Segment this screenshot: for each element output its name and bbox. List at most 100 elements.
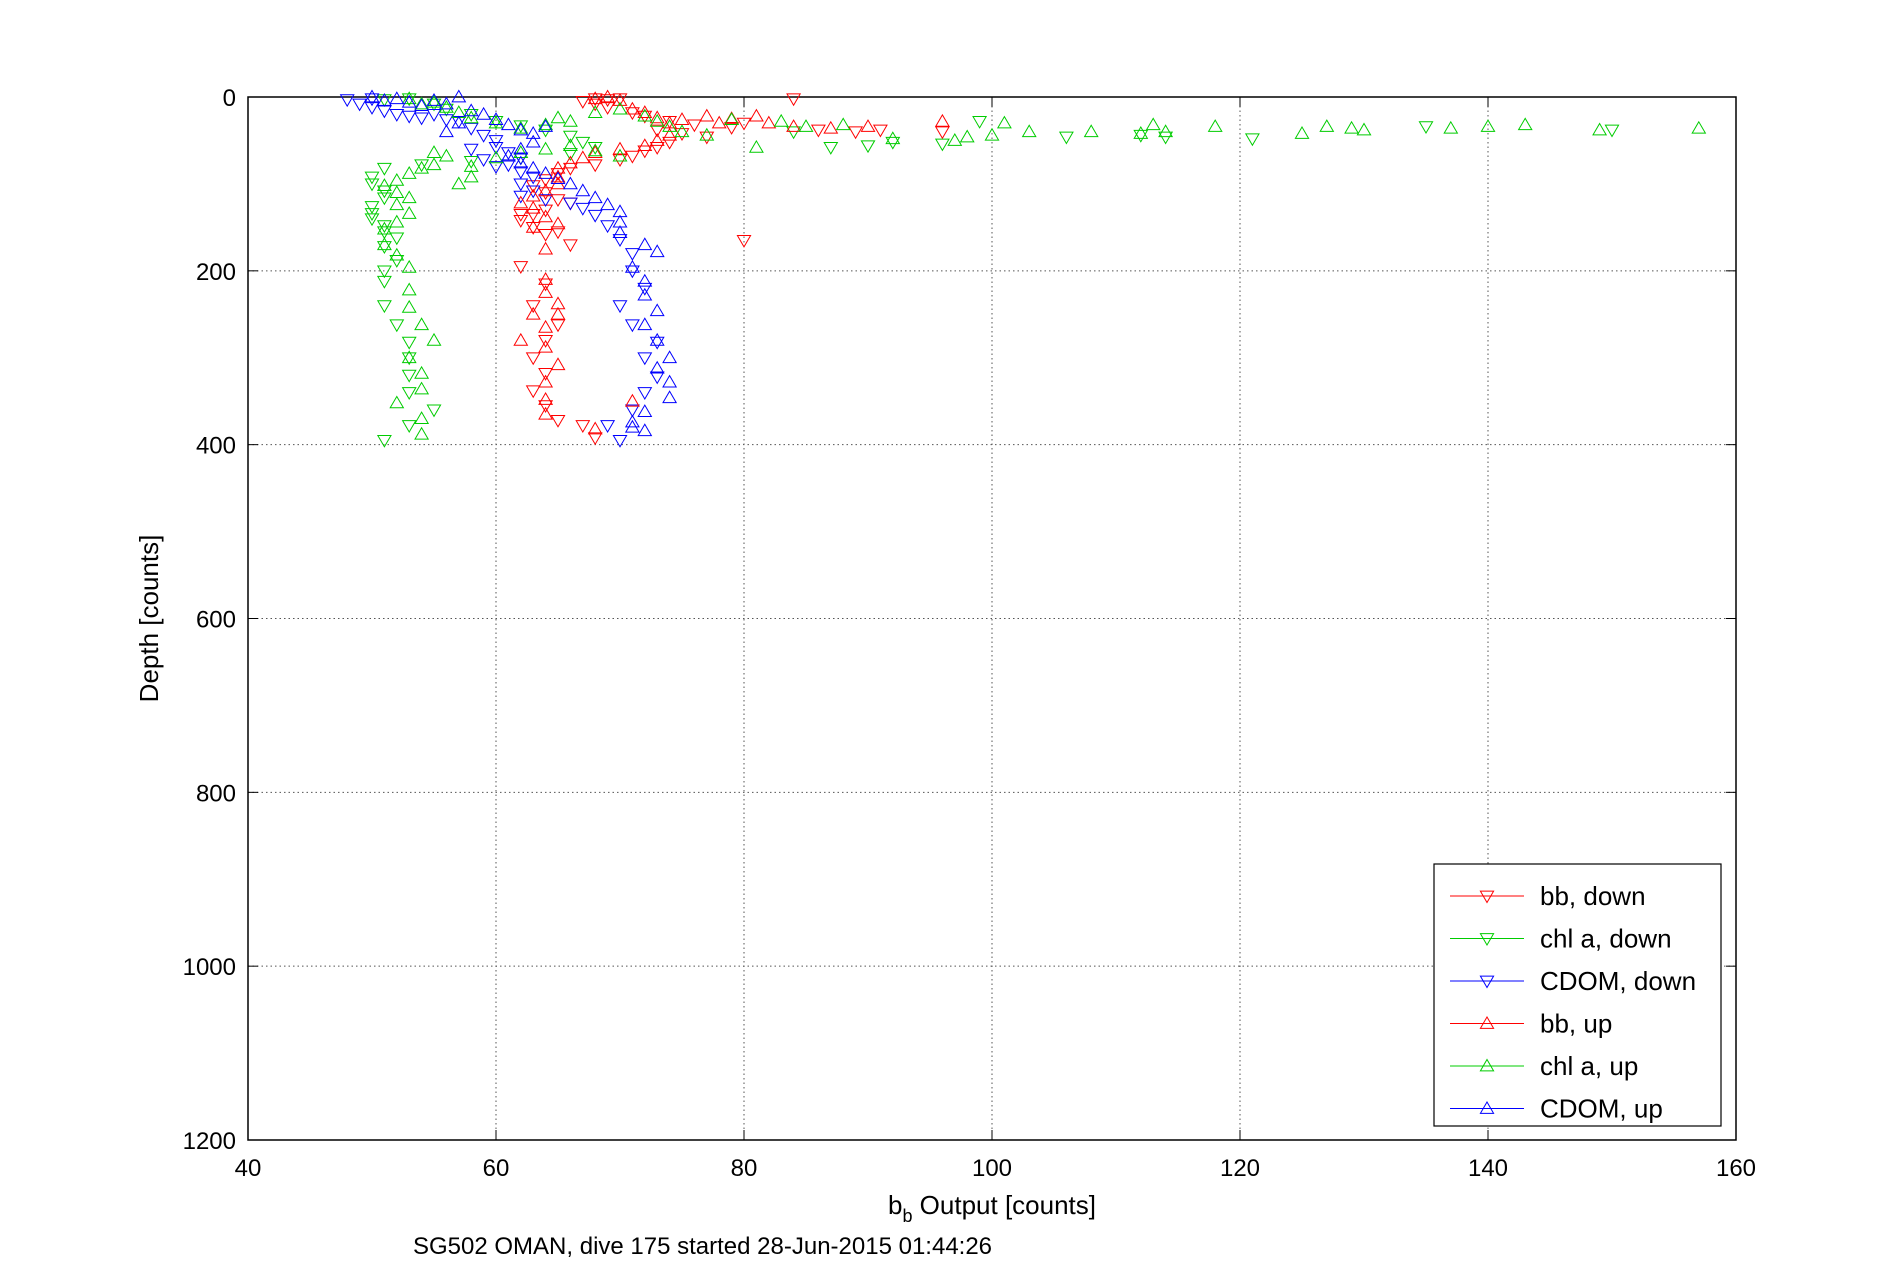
data-point — [624, 248, 640, 261]
legend-label: chl a, up — [1540, 1051, 1638, 1081]
data-point — [376, 265, 392, 279]
data-point — [389, 91, 405, 105]
data-point — [1418, 121, 1434, 135]
data-point — [389, 109, 405, 122]
x-axis-label: bb Output [counts] — [888, 1190, 1096, 1226]
data-point — [513, 195, 529, 209]
data-point — [612, 154, 628, 168]
data-point — [414, 160, 430, 174]
data-point — [401, 420, 417, 434]
data-point — [538, 374, 554, 388]
data-point — [637, 237, 653, 251]
data-point — [376, 192, 392, 206]
data-point — [401, 282, 417, 296]
data-point — [550, 169, 566, 183]
data-point — [414, 112, 430, 126]
data-point — [389, 214, 405, 228]
series-cdom-up — [364, 89, 678, 437]
data-point — [612, 93, 628, 106]
data-point — [587, 421, 603, 435]
data-point — [389, 172, 405, 186]
data-point — [513, 120, 529, 134]
data-point — [538, 119, 554, 132]
data-point — [649, 132, 665, 146]
data-point — [414, 98, 430, 112]
legend-label: CDOM, up — [1540, 1094, 1663, 1124]
data-point — [1145, 117, 1161, 131]
legend-entry: CDOM, down — [1450, 966, 1696, 996]
data-point — [773, 113, 789, 127]
data-point — [612, 141, 628, 155]
data-point — [562, 239, 578, 253]
data-point — [835, 117, 851, 131]
data-point — [786, 119, 802, 132]
data-point — [451, 115, 467, 129]
data-point — [476, 129, 492, 143]
data-point — [587, 209, 603, 223]
data-point — [550, 319, 566, 333]
data-point — [401, 259, 417, 273]
data-point — [624, 265, 640, 279]
data-point — [562, 197, 578, 211]
legend-label: chl a, down — [1540, 924, 1672, 954]
data-point — [426, 332, 442, 346]
data-point — [525, 171, 541, 185]
data-point — [401, 110, 417, 124]
data-point — [860, 140, 876, 154]
data-point — [438, 148, 454, 162]
data-point — [761, 115, 777, 129]
data-point — [500, 117, 516, 131]
data-point — [699, 131, 715, 145]
data-point — [649, 113, 665, 127]
data-point — [538, 166, 554, 179]
data-point — [525, 352, 541, 366]
data-point — [426, 98, 442, 112]
legend-marker — [1479, 1101, 1495, 1114]
data-point — [401, 93, 417, 107]
data-point — [463, 110, 479, 124]
data-point — [401, 387, 417, 400]
data-point — [414, 411, 430, 424]
data-point — [500, 148, 516, 162]
data-point — [513, 261, 529, 274]
data-point — [438, 124, 454, 138]
data-point — [538, 368, 554, 381]
data-point — [376, 93, 392, 106]
data-point — [376, 162, 392, 176]
data-point — [959, 129, 975, 143]
data-point — [376, 241, 392, 254]
data-point — [414, 159, 430, 173]
data-point — [463, 159, 479, 172]
data-point — [488, 142, 504, 155]
data-point — [562, 148, 578, 161]
data-point — [339, 94, 355, 108]
data-point — [488, 115, 504, 129]
data-point — [538, 141, 554, 155]
data-point — [699, 108, 715, 122]
data-point — [662, 115, 678, 129]
data-point — [798, 119, 814, 132]
data-point — [637, 273, 653, 287]
data-point — [637, 404, 653, 417]
y-axis-label: Depth [counts] — [134, 535, 164, 703]
data-point — [538, 335, 554, 348]
data-point — [538, 183, 554, 197]
data-point — [562, 197, 578, 211]
data-point — [823, 142, 839, 155]
data-point — [488, 135, 504, 148]
x-tick-label: 120 — [1220, 1155, 1260, 1182]
data-point — [612, 148, 628, 162]
data-point — [872, 124, 888, 138]
data-point — [550, 168, 566, 181]
data-point — [1158, 131, 1174, 145]
data-point — [364, 178, 380, 192]
data-point — [364, 171, 380, 185]
data-point — [538, 406, 554, 420]
data-point — [389, 255, 405, 268]
data-point — [376, 300, 392, 314]
data-point — [513, 155, 529, 169]
data-point — [401, 190, 417, 204]
x-tick-label: 160 — [1716, 1155, 1756, 1182]
data-point — [575, 95, 591, 109]
data-point — [600, 89, 616, 103]
